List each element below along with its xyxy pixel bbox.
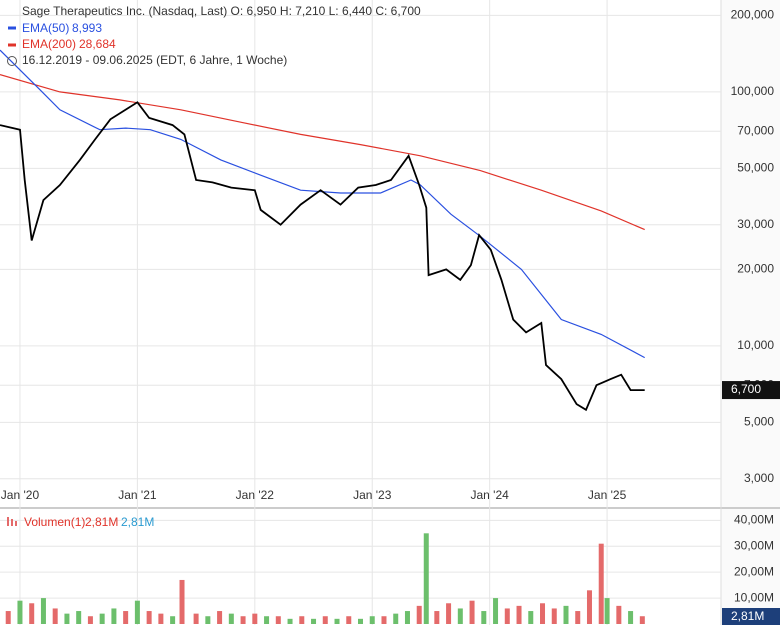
chart-subtitle: 16.12.2019 - 09.06.2025 (EDT, 6 Jahre, 1…	[22, 53, 287, 67]
legend-label: EMA(200)	[22, 37, 76, 51]
volume-bar	[575, 611, 581, 624]
y-tick-label: 30,000	[737, 217, 774, 231]
volume-bar	[393, 613, 399, 624]
volume-bar	[87, 616, 93, 624]
y-tick-label: 10,000	[737, 338, 774, 352]
volume-bar	[240, 616, 246, 624]
volume-bar	[369, 616, 375, 624]
volume-bar	[123, 611, 129, 624]
volume-bar	[40, 598, 46, 624]
volume-bar	[99, 613, 105, 624]
volume-bar	[111, 608, 117, 624]
y-tick-label: 100,000	[731, 84, 775, 98]
volume-bar	[311, 618, 317, 624]
volume-bar	[457, 608, 463, 624]
plot-layer	[0, 0, 721, 625]
legend-label: EMA(50)	[22, 21, 69, 35]
volume-bar	[334, 618, 340, 624]
y-tick-label: 40,00M	[734, 513, 774, 527]
x-tick-label: Jan '20	[1, 488, 40, 502]
volume-bar	[64, 613, 70, 624]
volume-bar	[193, 613, 199, 624]
volume-bar	[540, 603, 546, 624]
y-tick-label: 5,000	[744, 415, 774, 429]
volume-bar	[381, 616, 387, 624]
volume-bar	[493, 598, 499, 624]
volume-bar	[616, 605, 622, 624]
volume-legend: Volumen(1)	[24, 515, 85, 529]
volume-bar	[434, 611, 440, 624]
volume-bar	[205, 616, 211, 624]
volume-bar	[563, 605, 569, 624]
series-line	[0, 49, 645, 359]
y-tick-label: 200,000	[731, 8, 775, 22]
y-tick-label: 30,00M	[734, 538, 774, 552]
volume-bar	[146, 611, 152, 624]
volume-bar	[322, 616, 328, 624]
volume-bar	[481, 611, 487, 624]
volume-icon	[11, 519, 13, 526]
y-tick-label: 10,00M	[734, 590, 774, 604]
legend-value: 8,993	[72, 21, 102, 35]
volume-bar	[228, 613, 234, 624]
volume-bar	[551, 608, 557, 624]
volume-bar	[586, 590, 592, 624]
x-tick-label: Jan '22	[236, 488, 275, 502]
last-price-label: 6,700	[731, 382, 761, 396]
volume-bar	[404, 611, 410, 624]
volume-bar	[52, 608, 58, 624]
volume-icon	[7, 517, 9, 526]
volume-bar	[217, 611, 223, 624]
volume-legend-value: 2,81M	[121, 515, 154, 529]
volume-bar	[17, 600, 23, 624]
volume-bar	[134, 600, 140, 624]
x-tick-label: Jan '25	[588, 488, 627, 502]
x-tick-label: Jan '24	[471, 488, 510, 502]
volume-bar	[528, 611, 534, 624]
volume-bar	[358, 618, 363, 624]
volume-bar	[628, 611, 634, 624]
volume-bar	[29, 603, 35, 624]
clock-icon	[7, 56, 17, 66]
axis-area	[721, 0, 780, 625]
volume-bar	[416, 605, 422, 624]
volume-bar	[299, 616, 305, 624]
volume-bar	[170, 616, 176, 624]
y-tick-label: 20,00M	[734, 564, 774, 578]
x-tick-label: Jan '23	[353, 488, 392, 502]
y-tick-label: 3,000	[744, 471, 774, 485]
x-tick-label: Jan '21	[118, 488, 157, 502]
y-tick-label: 50,000	[737, 161, 774, 175]
volume-bar	[275, 616, 281, 624]
chart-title: Sage Therapeutics Inc. (Nasdaq, Last) O:…	[22, 4, 421, 18]
volume-bar	[287, 618, 293, 624]
volume-bar	[446, 603, 452, 624]
volume-bar	[598, 543, 604, 624]
volume-icon	[15, 521, 17, 526]
y-tick-label: 20,000	[737, 262, 774, 276]
volume-legend-value: 2,81M	[85, 515, 118, 529]
last-volume-box	[722, 608, 780, 625]
volume-bar	[604, 598, 610, 624]
volume-bar	[423, 533, 429, 624]
volume-bar	[346, 616, 352, 624]
volume-bar	[179, 579, 185, 624]
last-volume-label: 2,81M	[731, 609, 764, 623]
volume-bar	[264, 616, 270, 624]
series-line	[0, 74, 645, 231]
y-tick-label: 70,000	[737, 123, 774, 137]
legend-value: 28,684	[79, 37, 116, 51]
series-line	[0, 101, 645, 412]
volume-bar	[469, 600, 475, 624]
volume-bar	[76, 611, 82, 624]
volume-bar	[516, 605, 522, 624]
last-price-box	[722, 381, 780, 400]
volume-bar	[158, 613, 164, 624]
volume-bar	[504, 608, 510, 624]
volume-bar	[5, 611, 11, 624]
volume-bar	[252, 613, 258, 624]
volume-bar	[639, 616, 645, 624]
